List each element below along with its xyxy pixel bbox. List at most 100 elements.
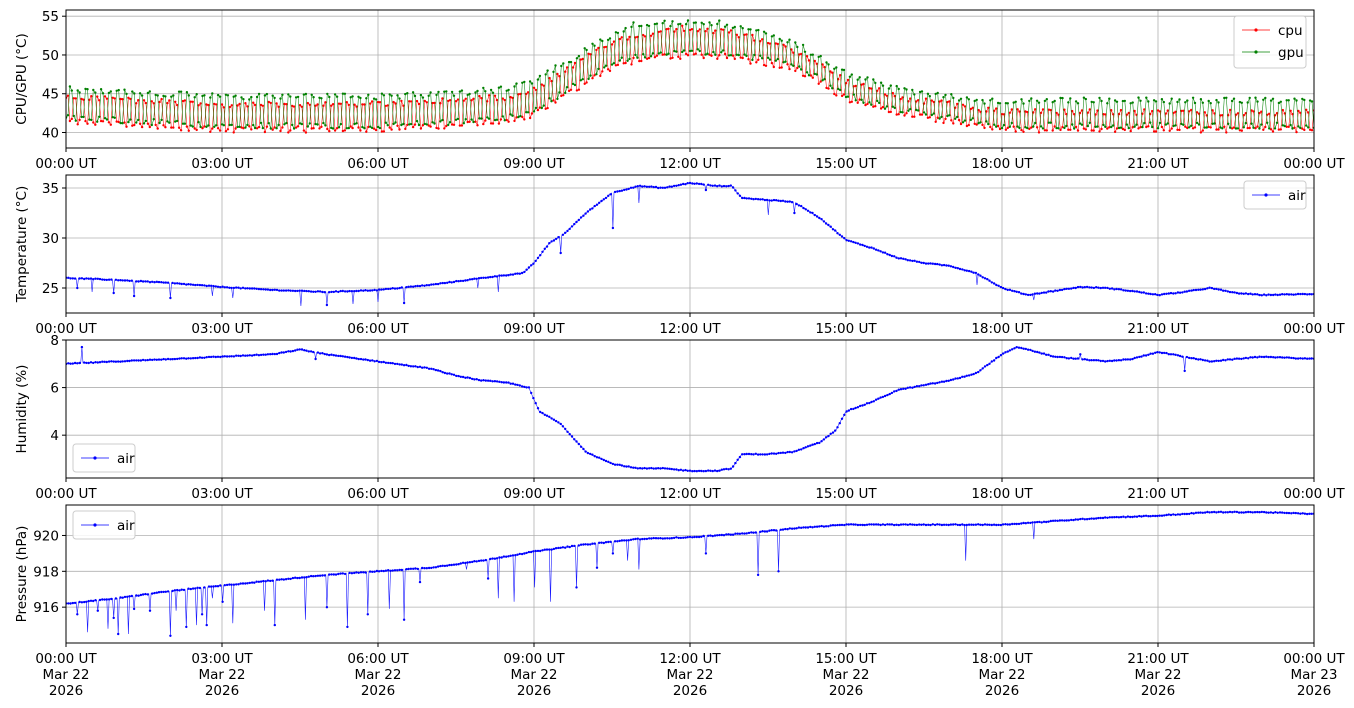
- data-point: [1287, 293, 1291, 296]
- data-point: [1006, 350, 1009, 353]
- data-point: [1248, 126, 1251, 130]
- data-point: [933, 523, 937, 527]
- data-point: [415, 119, 419, 123]
- data-point: [294, 96, 298, 99]
- data-point: [1267, 293, 1270, 296]
- data-point: [809, 74, 813, 77]
- data-point: [448, 563, 451, 567]
- data-point: [495, 118, 499, 122]
- x-tick-label: Mar 22: [667, 667, 714, 683]
- data-point: [1049, 108, 1053, 112]
- data-point: [1222, 289, 1225, 292]
- data-point: [649, 55, 653, 58]
- data-point: [365, 97, 368, 100]
- data-point: [525, 268, 528, 271]
- data-point: [668, 537, 671, 540]
- data-point: [609, 540, 612, 543]
- data-point: [431, 101, 434, 105]
- data-point: [720, 468, 723, 471]
- data-point: [806, 445, 810, 448]
- data-point: [1056, 519, 1059, 522]
- data-point: [709, 534, 712, 537]
- data-point: [441, 564, 444, 567]
- data-point: [1037, 131, 1041, 134]
- data-point: [983, 102, 986, 105]
- data-point: [599, 74, 602, 78]
- data-point: [1014, 100, 1017, 104]
- data-point: [178, 357, 181, 360]
- data-point: [366, 289, 369, 292]
- data-point: [538, 74, 542, 78]
- data-point: [720, 533, 723, 537]
- data-point: [1060, 355, 1064, 359]
- data-point: [897, 113, 900, 116]
- data-point: [343, 572, 347, 576]
- data-point: [107, 121, 111, 124]
- data-point: [248, 354, 251, 357]
- data-point: [407, 364, 410, 368]
- data-point: [68, 119, 72, 123]
- data-point: [666, 537, 669, 540]
- data-point: [1042, 520, 1046, 523]
- data-point: [1141, 112, 1144, 116]
- data-point: [409, 100, 413, 103]
- data-point: [406, 123, 409, 127]
- y-axis-label: CPU/GPU (°C): [14, 33, 30, 124]
- data-point: [530, 264, 533, 267]
- data-point: [201, 127, 204, 130]
- data-point: [1226, 511, 1230, 514]
- data-point: [252, 101, 255, 104]
- data-point: [679, 57, 682, 60]
- data-point: [370, 126, 374, 130]
- data-point: [848, 75, 852, 79]
- data-point: [70, 89, 74, 92]
- data-point: [228, 355, 231, 358]
- data-point: [954, 377, 957, 380]
- data-point: [777, 199, 780, 202]
- data-point: [377, 288, 381, 291]
- data-point: [612, 40, 616, 43]
- data-point: [901, 111, 904, 114]
- data-point: [986, 363, 989, 367]
- data-point: [1058, 355, 1062, 359]
- data-point: [1301, 292, 1304, 296]
- data-point: [905, 112, 908, 115]
- data-point: [868, 87, 871, 90]
- data-point: [874, 398, 878, 401]
- data-point: [704, 469, 708, 473]
- data-point: [421, 566, 424, 570]
- data-point: [876, 89, 879, 93]
- data-point: [985, 120, 988, 123]
- data-point: [1169, 353, 1173, 356]
- data-point: [353, 356, 356, 360]
- data-point: [729, 533, 732, 536]
- data-point: [710, 54, 713, 57]
- data-point: [1303, 292, 1307, 296]
- data-point: [616, 63, 620, 67]
- data-point: [667, 27, 670, 30]
- data-point: [439, 102, 442, 105]
- data-point: [768, 199, 771, 202]
- data-point: [876, 99, 879, 103]
- data-point: [1190, 511, 1193, 515]
- data-point: [459, 279, 462, 283]
- data-point: [759, 198, 762, 201]
- data-point: [516, 553, 519, 556]
- data-point: [239, 287, 242, 290]
- data-point: [1151, 352, 1155, 355]
- data-point: [741, 56, 744, 60]
- data-point: [911, 115, 914, 118]
- data-point: [430, 566, 433, 570]
- data-point: [849, 240, 853, 243]
- data-point: [198, 283, 202, 287]
- data-point: [474, 91, 477, 94]
- data-point: [1188, 512, 1191, 516]
- data-point: [824, 436, 828, 439]
- data-point: [140, 94, 144, 97]
- data-point: [1104, 360, 1107, 363]
- legend-label-cpu: cpu: [1278, 23, 1303, 39]
- data-point: [107, 91, 111, 95]
- data-point: [836, 523, 839, 527]
- data-point: [294, 349, 297, 352]
- data-point: [334, 573, 338, 576]
